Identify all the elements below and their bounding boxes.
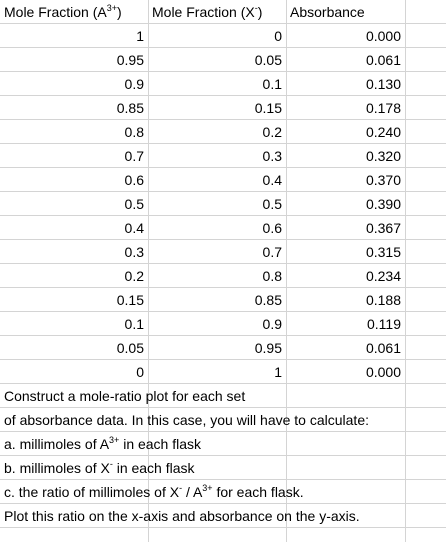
cell-mole-fraction-x[interactable]: 0.6 xyxy=(262,220,282,236)
note-text: in each flask xyxy=(112,460,195,476)
row-divider xyxy=(0,263,446,264)
cell-mole-fraction-a[interactable]: 0.9 xyxy=(124,76,144,92)
cell-mole-fraction-a[interactable]: 0.6 xyxy=(124,172,144,188)
row-divider xyxy=(0,143,446,144)
cell-mole-fraction-a[interactable]: 0.3 xyxy=(124,244,144,260)
note-superscript: - xyxy=(109,459,113,469)
note-text: b. millimoles of X xyxy=(4,460,110,476)
note-text: c. the ratio of millimoles of X xyxy=(4,484,180,500)
cell-absorbance[interactable]: 0.370 xyxy=(365,172,401,188)
row-divider xyxy=(0,47,446,48)
cell-mole-fraction-x[interactable]: 0.7 xyxy=(262,244,282,260)
cell-mole-fraction-a[interactable]: 0.05 xyxy=(116,340,144,356)
header-superscript: - xyxy=(254,3,258,13)
cell-mole-fraction-x[interactable]: 0.05 xyxy=(254,52,282,68)
cell-mole-fraction-x[interactable]: 0.85 xyxy=(254,292,282,308)
cell-absorbance[interactable]: 0.315 xyxy=(365,244,401,260)
row-divider xyxy=(0,23,446,24)
cell-mole-fraction-a[interactable]: 0.4 xyxy=(124,220,144,236)
cell-mole-fraction-a[interactable]: 0.85 xyxy=(116,100,144,116)
note-line-4[interactable]: b. millimoles of X- in each flask xyxy=(4,456,195,480)
column-divider xyxy=(286,0,287,542)
cell-absorbance[interactable]: 0.240 xyxy=(365,124,401,140)
header-mole-fraction-x[interactable]: Mole Fraction (X-) xyxy=(148,0,286,24)
row-divider xyxy=(0,95,446,96)
cell-mole-fraction-x[interactable]: 1 xyxy=(274,364,282,380)
row-divider xyxy=(0,215,446,216)
header-text: ) xyxy=(257,4,263,20)
row-divider xyxy=(0,335,446,336)
cell-absorbance[interactable]: 0.178 xyxy=(365,100,401,116)
cell-absorbance[interactable]: 0.000 xyxy=(365,28,401,44)
header-text: Mole Fraction (X xyxy=(152,4,255,20)
cell-absorbance[interactable]: 0.061 xyxy=(365,340,401,356)
cell-mole-fraction-x[interactable]: 0.9 xyxy=(262,316,282,332)
cell-mole-fraction-a[interactable]: 0.2 xyxy=(124,268,144,284)
cell-absorbance[interactable]: 0.367 xyxy=(365,220,401,236)
row-divider xyxy=(0,191,446,192)
cell-mole-fraction-x[interactable]: 0.4 xyxy=(262,172,282,188)
cell-mole-fraction-x[interactable]: 0.95 xyxy=(254,340,282,356)
header-text: Mole Fraction (A xyxy=(4,4,107,20)
header-text: ) xyxy=(116,4,122,20)
column-divider xyxy=(148,0,149,542)
cell-mole-fraction-x[interactable]: 0.15 xyxy=(254,100,282,116)
row-divider xyxy=(0,119,446,120)
note-line-3[interactable]: a. millimoles of A3+ in each flask xyxy=(4,432,201,456)
cell-absorbance[interactable]: 0.061 xyxy=(365,52,401,68)
note-line-5[interactable]: c. the ratio of millimoles of X- / A3+ f… xyxy=(4,480,304,504)
note-superscript: 3+ xyxy=(202,483,213,493)
row-divider xyxy=(0,287,446,288)
cell-mole-fraction-x[interactable]: 0 xyxy=(274,28,282,44)
note-superscript: 3+ xyxy=(109,435,120,445)
row-divider xyxy=(0,311,446,312)
note-text: in each flask xyxy=(119,436,202,452)
cell-mole-fraction-a[interactable]: 0 xyxy=(136,364,144,380)
cell-absorbance[interactable]: 0.130 xyxy=(365,76,401,92)
cell-mole-fraction-a[interactable]: 0.8 xyxy=(124,124,144,140)
cell-mole-fraction-a[interactable]: 0.15 xyxy=(116,292,144,308)
row-divider xyxy=(0,239,446,240)
cell-absorbance[interactable]: 0.320 xyxy=(365,148,401,164)
row-divider xyxy=(0,527,446,528)
cell-mole-fraction-x[interactable]: 0.5 xyxy=(262,196,282,212)
row-divider xyxy=(0,479,446,480)
cell-mole-fraction-a[interactable]: 0.1 xyxy=(124,316,144,332)
note-text: a. millimoles of A xyxy=(4,436,110,452)
header-absorbance[interactable]: Absorbance xyxy=(290,4,365,20)
cell-mole-fraction-a[interactable]: 0.7 xyxy=(124,148,144,164)
row-divider xyxy=(0,383,446,384)
cell-mole-fraction-x[interactable]: 0.2 xyxy=(262,124,282,140)
cell-absorbance[interactable]: 0.234 xyxy=(365,268,401,284)
note-line-1[interactable]: Construct a mole-ratio plot for each set xyxy=(4,388,246,404)
note-superscript: - xyxy=(179,483,183,493)
header-mole-fraction-a[interactable]: Mole Fraction (A3+) xyxy=(0,0,148,24)
cell-absorbance[interactable]: 0.119 xyxy=(367,316,401,332)
row-divider xyxy=(0,71,446,72)
cell-mole-fraction-x[interactable]: 0.8 xyxy=(262,268,282,284)
row-divider xyxy=(0,407,446,408)
note-line-2[interactable]: of absorbance data. In this case, you wi… xyxy=(4,412,369,428)
row-divider xyxy=(0,431,446,432)
column-divider xyxy=(405,0,406,542)
cell-absorbance[interactable]: 0.390 xyxy=(365,196,401,212)
row-divider xyxy=(0,503,446,504)
cell-mole-fraction-a[interactable]: 1 xyxy=(136,28,144,44)
row-divider xyxy=(0,167,446,168)
cell-mole-fraction-x[interactable]: 0.3 xyxy=(262,148,282,164)
header-superscript: 3+ xyxy=(106,3,117,13)
cell-mole-fraction-a[interactable]: 0.5 xyxy=(124,196,144,212)
row-divider xyxy=(0,359,446,360)
cell-absorbance[interactable]: 0.000 xyxy=(365,364,401,380)
row-divider xyxy=(0,455,446,456)
note-text: / A xyxy=(182,484,203,500)
cell-mole-fraction-x[interactable]: 0.1 xyxy=(262,76,282,92)
cell-mole-fraction-a[interactable]: 0.95 xyxy=(116,52,144,68)
note-text: for each flask. xyxy=(212,484,304,500)
note-line-6[interactable]: Plot this ratio on the x-axis and absorb… xyxy=(4,508,360,524)
cell-absorbance[interactable]: 0.188 xyxy=(365,292,401,308)
